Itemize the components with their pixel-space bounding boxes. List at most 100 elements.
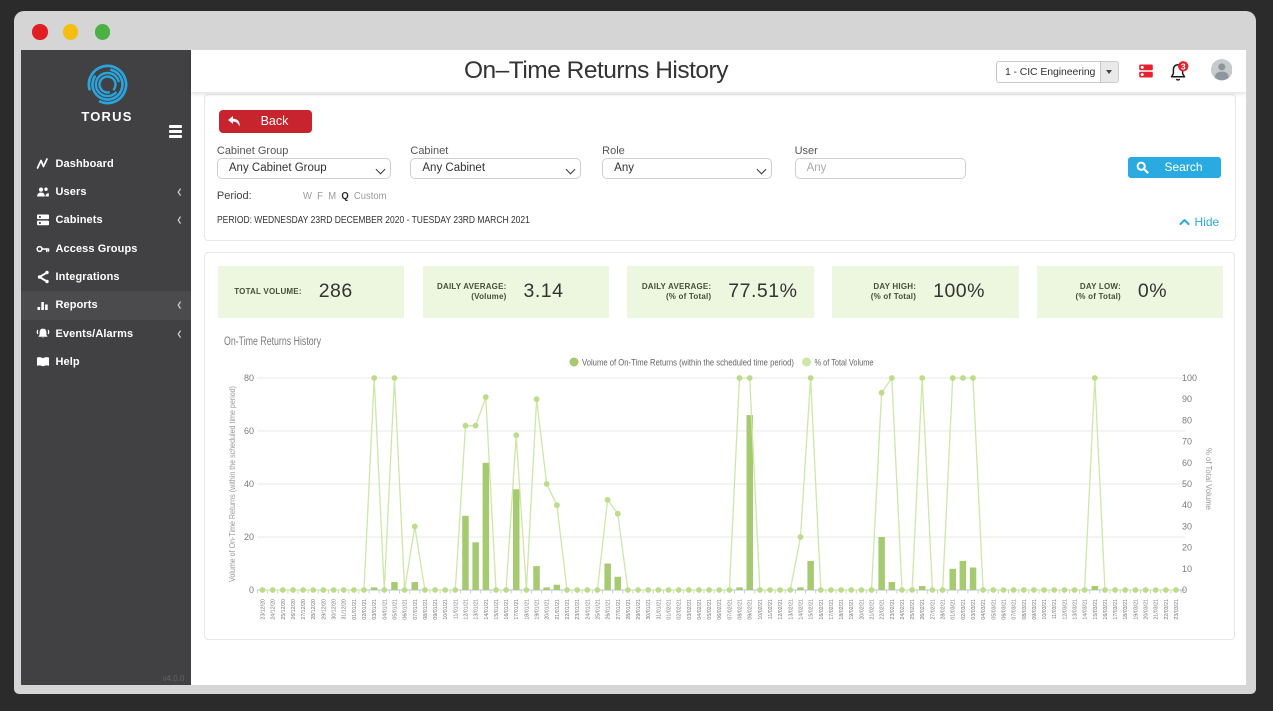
svg-text:11/02/21: 11/02/21 <box>768 599 774 619</box>
svg-text:90: 90 <box>1182 394 1192 404</box>
svg-text:23/01/21: 23/01/21 <box>576 599 582 620</box>
svg-text:23/02/21: 23/02/21 <box>890 599 896 620</box>
svg-text:29/01/21: 29/01/21 <box>637 599 643 620</box>
svg-text:10: 10 <box>1182 564 1192 574</box>
svg-text:15/02/21: 15/02/21 <box>809 599 815 620</box>
svg-text:100: 100 <box>1182 373 1197 383</box>
svg-text:40: 40 <box>1182 500 1192 510</box>
svg-text:60: 60 <box>1182 458 1192 468</box>
svg-text:16/02/21: 16/02/21 <box>819 599 825 620</box>
svg-text:26/01/21: 26/01/21 <box>606 599 612 620</box>
svg-text:05/02/21: 05/02/21 <box>708 599 714 620</box>
svg-text:01/01/21: 01/01/21 <box>352 599 358 620</box>
svg-text:03/02/21: 03/02/21 <box>687 599 693 620</box>
svg-text:30: 30 <box>1182 521 1192 531</box>
svg-text:09/01/21: 09/01/21 <box>434 599 440 620</box>
svg-text:06/03/21: 06/03/21 <box>1002 599 1008 620</box>
svg-text:70: 70 <box>1182 437 1192 447</box>
svg-text:0: 0 <box>249 585 254 595</box>
svg-text:18/01/21: 18/01/21 <box>525 599 531 620</box>
svg-text:16/03/21: 16/03/21 <box>1103 599 1109 620</box>
svg-text:40: 40 <box>244 479 254 489</box>
svg-text:3: 3 <box>1181 61 1186 71</box>
svg-text:Volume of On-Time Returns (wit: Volume of On-Time Returns (within the sc… <box>582 358 794 369</box>
svg-text:20: 20 <box>244 532 254 542</box>
svg-text:05/01/21: 05/01/21 <box>393 599 399 620</box>
svg-text:14/02/21: 14/02/21 <box>799 599 805 620</box>
svg-text:03/03/21: 03/03/21 <box>971 599 977 620</box>
svg-text:13/01/21: 13/01/21 <box>474 599 480 620</box>
svg-text:20/03/21: 20/03/21 <box>1144 599 1150 620</box>
svg-text:31/12/20: 31/12/20 <box>342 599 348 620</box>
svg-text:30/01/21: 30/01/21 <box>647 599 653 620</box>
svg-text:06/02/21: 06/02/21 <box>718 599 724 620</box>
svg-text:30/12/20: 30/12/20 <box>332 599 338 620</box>
svg-text:02/03/21: 02/03/21 <box>961 599 967 620</box>
svg-text:22/01/21: 22/01/21 <box>565 599 571 620</box>
svg-text:07/03/21: 07/03/21 <box>1012 599 1018 620</box>
svg-text:21/03/21: 21/03/21 <box>1154 599 1160 620</box>
svg-text:19/01/21: 19/01/21 <box>535 599 541 620</box>
svg-text:29/12/20: 29/12/20 <box>322 599 328 620</box>
svg-text:Volume of On-Time Returns (wit: Volume of On-Time Returns (within the sc… <box>227 386 237 582</box>
svg-text:13/03/21: 13/03/21 <box>1073 599 1079 620</box>
svg-text:12/02/21: 12/02/21 <box>779 599 785 620</box>
svg-text:20: 20 <box>1182 543 1192 553</box>
svg-text:17/02/21: 17/02/21 <box>829 599 835 620</box>
svg-text:15/01/21: 15/01/21 <box>494 599 500 620</box>
svg-text:24/01/21: 24/01/21 <box>586 599 592 620</box>
svg-text:04/02/21: 04/02/21 <box>697 599 703 620</box>
svg-text:24/02/21: 24/02/21 <box>900 599 906 620</box>
svg-text:12/01/21: 12/01/21 <box>464 599 470 620</box>
svg-text:16/01/21: 16/01/21 <box>505 599 511 620</box>
svg-text:10/02/21: 10/02/21 <box>758 599 764 620</box>
svg-text:19/02/21: 19/02/21 <box>850 599 856 620</box>
svg-text:14/01/21: 14/01/21 <box>484 599 490 620</box>
svg-text:01/03/21: 01/03/21 <box>951 599 957 620</box>
svg-text:On-Time Returns History: On-Time Returns History <box>224 336 321 348</box>
svg-text:28/02/21: 28/02/21 <box>941 599 947 620</box>
svg-text:% of Total Volume: % of Total Volume <box>1204 448 1214 510</box>
svg-text:26/02/21: 26/02/21 <box>921 599 927 620</box>
svg-text:11/03/21: 11/03/21 <box>1053 599 1059 619</box>
svg-text:80: 80 <box>244 373 254 383</box>
svg-text:07/01/21: 07/01/21 <box>413 599 419 620</box>
svg-text:15/03/21: 15/03/21 <box>1093 599 1099 620</box>
svg-text:08/01/21: 08/01/21 <box>423 599 429 620</box>
svg-text:% of Total Volume: % of Total Volume <box>815 358 874 369</box>
svg-text:25/12/20: 25/12/20 <box>281 599 287 620</box>
svg-text:27/02/21: 27/02/21 <box>931 599 937 620</box>
svg-text:10/01/21: 10/01/21 <box>444 599 450 620</box>
svg-text:60: 60 <box>244 426 254 436</box>
svg-text:18/03/21: 18/03/21 <box>1124 599 1130 620</box>
svg-text:18/02/21: 18/02/21 <box>840 599 846 620</box>
svg-text:09/03/21: 09/03/21 <box>1032 599 1038 620</box>
svg-text:13/02/21: 13/02/21 <box>789 599 795 620</box>
svg-text:28/12/20: 28/12/20 <box>312 599 318 620</box>
svg-text:04/03/21: 04/03/21 <box>982 599 988 620</box>
svg-text:23/12/20: 23/12/20 <box>261 599 267 620</box>
svg-text:80: 80 <box>1182 415 1192 425</box>
svg-text:17/01/21: 17/01/21 <box>515 599 521 620</box>
svg-text:27/01/21: 27/01/21 <box>616 599 622 620</box>
svg-text:07/02/21: 07/02/21 <box>728 599 734 620</box>
svg-text:04/01/21: 04/01/21 <box>383 599 389 620</box>
svg-text:14/03/21: 14/03/21 <box>1083 599 1089 620</box>
svg-text:24/12/20: 24/12/20 <box>271 599 277 620</box>
svg-text:23/03/21: 23/03/21 <box>1174 599 1180 620</box>
svg-text:26/12/20: 26/12/20 <box>291 599 297 620</box>
svg-text:03/01/21: 03/01/21 <box>373 599 379 620</box>
svg-text:08/03/21: 08/03/21 <box>1022 599 1028 620</box>
svg-text:28/01/21: 28/01/21 <box>626 599 632 620</box>
svg-text:22/03/21: 22/03/21 <box>1164 599 1170 620</box>
svg-text:01/02/21: 01/02/21 <box>667 599 673 620</box>
svg-text:21/02/21: 21/02/21 <box>870 599 876 620</box>
svg-text:31/01/21: 31/01/21 <box>657 599 663 620</box>
svg-text:21/01/21: 21/01/21 <box>555 599 561 620</box>
svg-text:25/02/21: 25/02/21 <box>911 599 917 620</box>
svg-text:02/01/21: 02/01/21 <box>362 599 368 620</box>
svg-text:11/01/21: 11/01/21 <box>454 599 460 619</box>
svg-text:17/03/21: 17/03/21 <box>1114 599 1120 620</box>
svg-text:10/03/21: 10/03/21 <box>1043 599 1049 620</box>
svg-text:0: 0 <box>1182 585 1187 595</box>
